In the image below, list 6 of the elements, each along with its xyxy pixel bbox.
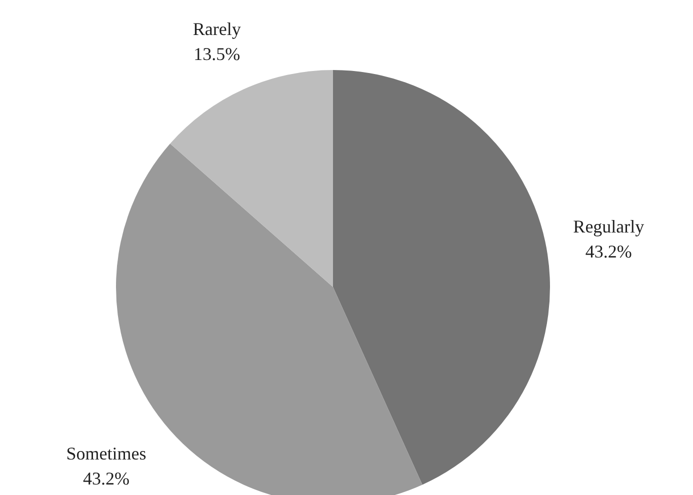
data-label: 43.2% — [83, 468, 130, 489]
slice-label: Regularly — [573, 216, 644, 237]
data-label: 13.5% — [194, 44, 240, 64]
data-label: 43.2% — [585, 242, 632, 262]
slice-label: Sometimes — [66, 444, 146, 464]
slice-label: Rarely — [192, 19, 241, 40]
